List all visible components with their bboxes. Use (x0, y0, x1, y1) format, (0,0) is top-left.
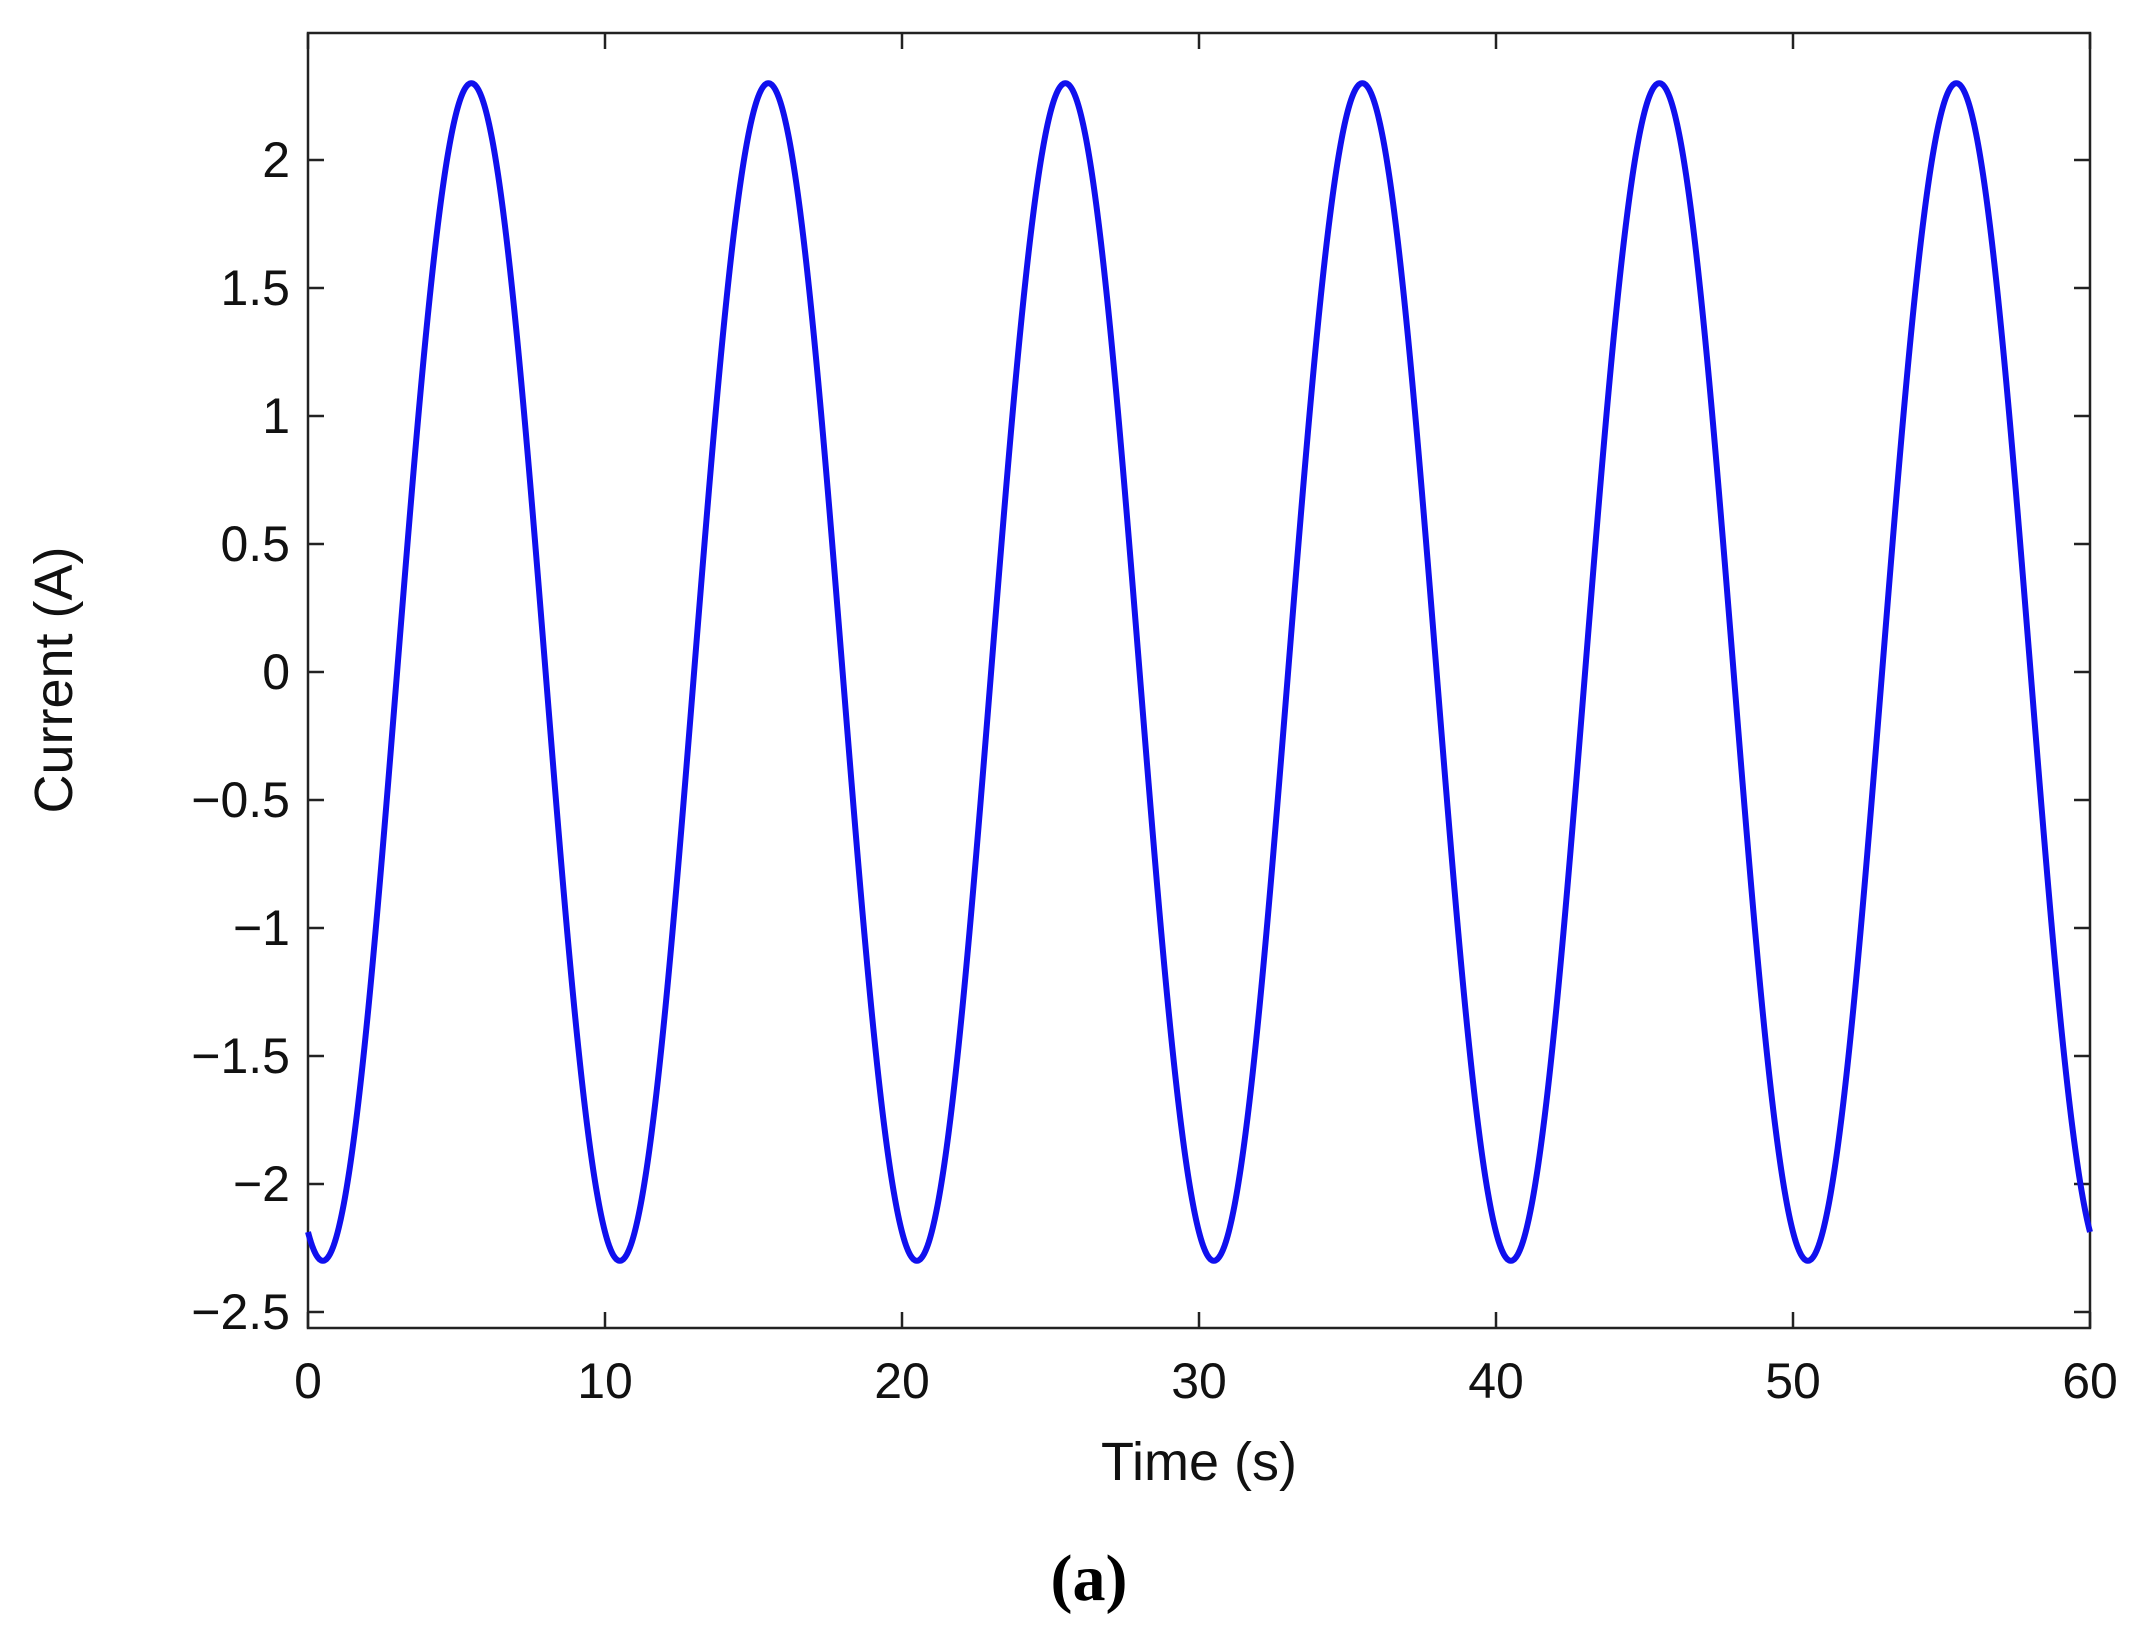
y-tick-label: 1.5 (220, 260, 290, 316)
y-axis-ticks: 2 1.5 1 0.5 0 −0.5 −1 −1.5 −2 −2.5 (191, 132, 2090, 1340)
y-tick-label: −1.5 (191, 1028, 290, 1084)
y-tick-label: 0 (262, 644, 290, 700)
x-axis-title: Time (s) (1101, 1432, 1297, 1492)
x-tick-label: 20 (874, 1353, 930, 1409)
y-tick-label: 2 (262, 132, 290, 188)
y-tick-label: −2 (233, 1156, 290, 1212)
x-tick-label: 30 (1171, 1353, 1227, 1409)
x-axis-ticks: 0 10 20 30 40 50 60 (294, 33, 2118, 1409)
y-tick-label: 1 (262, 388, 290, 444)
x-tick-label: 60 (2062, 1353, 2118, 1409)
y-tick-label: −0.5 (191, 772, 290, 828)
y-tick-label: 0.5 (220, 516, 290, 572)
panel-label: (a) (1051, 1542, 1128, 1615)
y-tick-label: −1 (233, 900, 290, 956)
x-tick-label: 50 (1765, 1353, 1821, 1409)
plot-area (306, 31, 2092, 1330)
x-tick-label: 40 (1468, 1353, 1524, 1409)
current-series-line (305, 80, 2093, 1264)
x-tick-label: 10 (577, 1353, 633, 1409)
y-tick-label: −2.5 (191, 1284, 290, 1340)
x-tick-label: 0 (294, 1353, 322, 1409)
y-axis-title: Current (A) (24, 546, 84, 813)
